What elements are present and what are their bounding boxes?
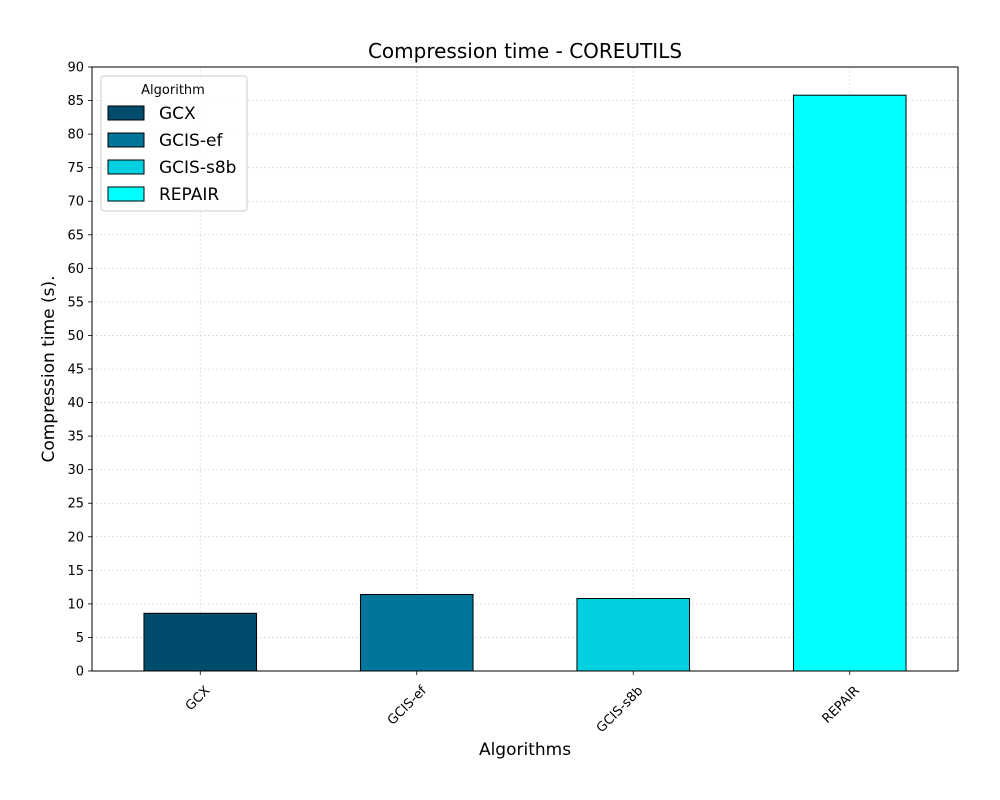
y-tick-label: 20 xyxy=(67,530,84,545)
y-tick-label: 50 xyxy=(67,329,84,344)
y-tick-label: 0 xyxy=(76,665,84,680)
legend-swatch xyxy=(107,186,145,202)
legend-swatch xyxy=(107,105,145,121)
bar-gcx xyxy=(143,612,258,672)
y-tick-label: 90 xyxy=(67,61,84,76)
y-tick-label: 45 xyxy=(67,363,84,378)
y-tick-label: 40 xyxy=(67,396,84,411)
y-tick-label: 35 xyxy=(67,430,84,445)
x-axis: GCX GCIS-ef GCIS-s8b REPAIR xyxy=(183,671,863,736)
y-axis: 0 5 10 15 20 25 30 35 40 45 50 55 60 65 70 75 80 85 90 xyxy=(67,61,92,680)
y-tick-label: 15 xyxy=(67,564,84,579)
legend-label: GCX xyxy=(159,104,196,124)
legend-swatch xyxy=(107,159,145,175)
x-tick-label: GCX xyxy=(183,683,214,714)
y-tick-label: 60 xyxy=(67,262,84,277)
legend-label: GCIS-ef xyxy=(159,131,223,151)
legend: Algorithm GCX GCIS-ef GCIS-s8b REPAIR xyxy=(100,75,248,212)
x-tick-label: GCIS-ef xyxy=(385,683,430,728)
y-tick-label: 10 xyxy=(67,597,84,612)
bars xyxy=(143,94,907,672)
y-tick-label: 80 xyxy=(67,128,84,143)
y-axis-title: Compression time (s). xyxy=(39,275,59,462)
x-axis-title: Algorithms xyxy=(479,740,571,760)
y-tick-label: 5 xyxy=(76,631,84,646)
bar-gcis-ef xyxy=(359,593,474,672)
chart-title: Compression time - COREUTILS xyxy=(368,39,682,63)
bar-gcis-s8b xyxy=(576,598,691,672)
y-tick-label: 25 xyxy=(67,497,84,512)
legend-label: GCIS-s8b xyxy=(159,158,236,178)
y-tick-label: 30 xyxy=(67,463,84,478)
y-tick-label: 75 xyxy=(67,161,84,176)
legend-title: Algorithm xyxy=(141,83,205,98)
legend-label: REPAIR xyxy=(159,185,219,205)
bar-repair xyxy=(792,94,907,672)
y-tick-label: 85 xyxy=(67,94,84,109)
x-tick-label: GCIS-s8b xyxy=(594,683,646,735)
x-tick-label: REPAIR xyxy=(820,683,863,726)
legend-swatch xyxy=(107,132,145,148)
y-tick-label: 65 xyxy=(67,228,84,243)
y-tick-label: 55 xyxy=(67,295,84,310)
y-tick-label: 70 xyxy=(67,195,84,210)
